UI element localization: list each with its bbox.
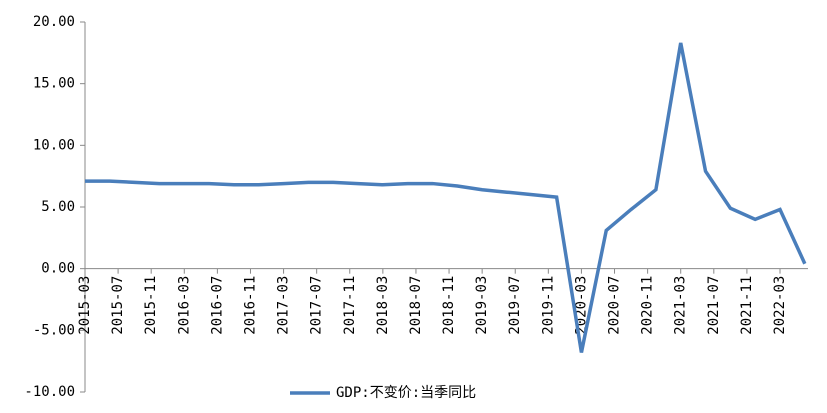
- x-tick-label: 2018-03: [375, 276, 391, 335]
- x-tick-label: 2015-07: [110, 276, 126, 335]
- y-tick-label: 10.00: [33, 137, 75, 153]
- x-tick-label: 2016-03: [176, 276, 192, 335]
- y-tick-label: 5.00: [41, 199, 75, 215]
- x-tick-label: 2019-03: [474, 276, 490, 335]
- x-tick-label: 2017-03: [276, 276, 292, 335]
- y-tick-label: 15.00: [33, 76, 75, 92]
- x-tick-label: 2018-11: [441, 276, 457, 335]
- legend-label: GDP:不变价:当季同比: [336, 385, 476, 401]
- y-tick-label: 0.00: [41, 261, 75, 277]
- x-tick-label: 2019-07: [507, 276, 523, 335]
- x-tick-label: 2020-07: [607, 276, 623, 335]
- x-tick-label: 2017-11: [342, 276, 358, 335]
- data-line: [85, 42, 807, 353]
- x-tick-label: 2020-11: [640, 276, 656, 335]
- y-tick-label: -10.00: [24, 384, 75, 400]
- x-tick-label: 2021-11: [739, 276, 755, 335]
- y-tick-label: 20.00: [33, 14, 75, 30]
- x-tick-label: 2022-03: [772, 276, 788, 335]
- x-tick-label: 2015-03: [77, 276, 93, 335]
- x-tick-label: 2021-03: [673, 276, 689, 335]
- x-tick-label: 2021-07: [706, 276, 722, 335]
- x-tick-label: 2016-07: [209, 276, 225, 335]
- x-tick-label: 2017-07: [309, 276, 325, 335]
- x-tick-label: 2018-07: [408, 276, 424, 335]
- x-tick-label: 2016-11: [242, 276, 258, 335]
- y-tick-label: -5.00: [33, 322, 75, 338]
- x-tick-label: 2019-11: [540, 276, 556, 335]
- x-tick-label: 2015-11: [143, 276, 159, 335]
